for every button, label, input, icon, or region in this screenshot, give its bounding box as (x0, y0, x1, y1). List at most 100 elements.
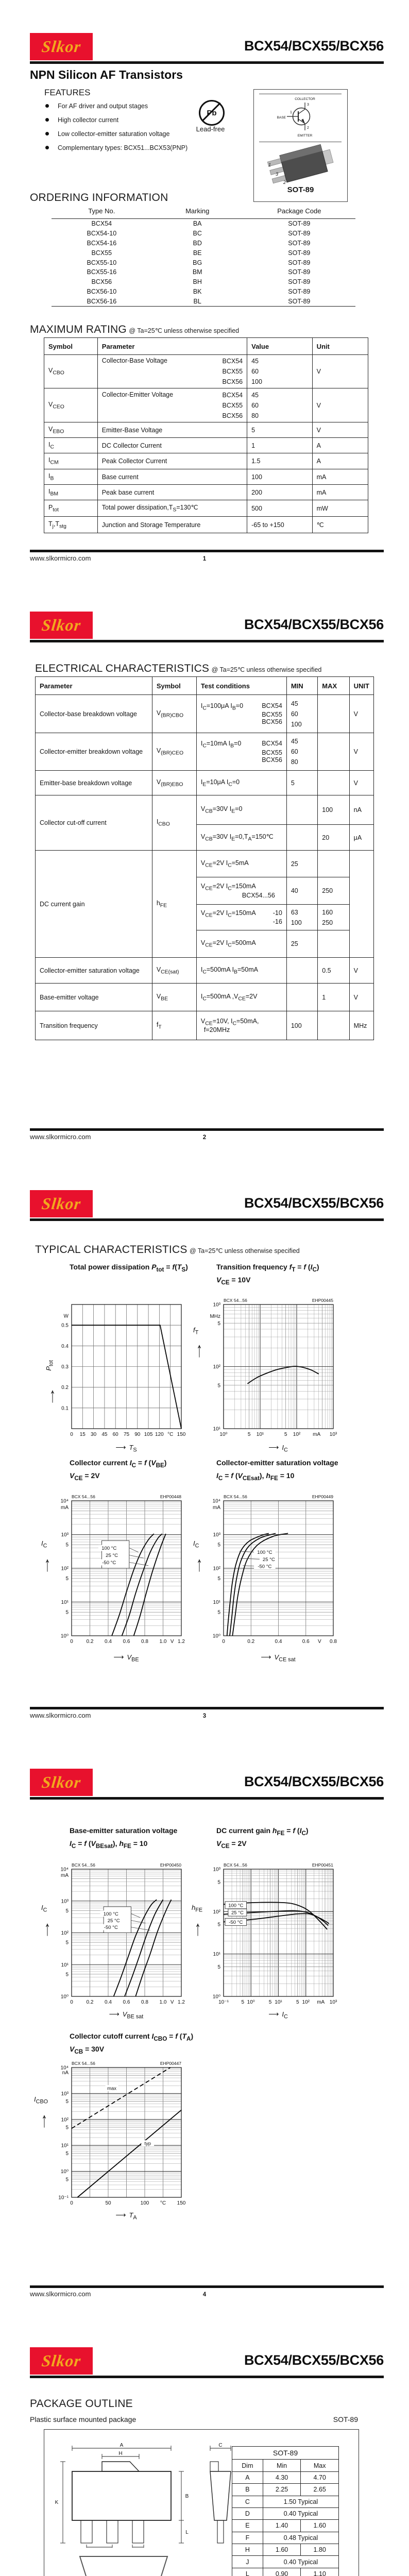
arrow-right-icon: ⟶ (268, 2010, 279, 2018)
table-row: DC current gain hFE VCE=2V IC=5mA 25 (35, 850, 374, 958)
col-header: Package Code (243, 207, 355, 219)
svg-text:10⁰: 10⁰ (247, 1999, 255, 2005)
y-axis-arrow-icon: ↑ (41, 2109, 47, 2132)
svg-text:EHP00445: EHP00445 (312, 1298, 333, 1303)
svg-text:10⁰: 10⁰ (61, 2169, 69, 2175)
svg-text:5: 5 (217, 1610, 220, 1616)
y-axis-arrow-icon: ↑ (49, 1384, 56, 1408)
x-axis-label: ⟶ VBE sat (109, 2010, 144, 2020)
lead-free-label: Lead-free (196, 125, 225, 133)
page-number: 1 (202, 556, 207, 562)
arrow-right-icon: ⟶ (268, 1443, 279, 1451)
chart-total-power-dissipation: 0 15 30 45 60 75 90 105 120 °C 150 W 0.5 0.4 0.3 0.2 0.1 (61, 1304, 186, 1437)
svg-text:EHP00449: EHP00449 (312, 1494, 333, 1499)
svg-text:45: 45 (101, 1432, 108, 1437)
chart-title-vbesat: Base-emitter saturation voltage (70, 1826, 178, 1835)
x-axis-label: ⟶ TS (115, 1443, 137, 1453)
svg-text:5: 5 (65, 2177, 69, 2182)
brand-logo: Slkor (30, 2347, 93, 2375)
svg-text:5: 5 (65, 1940, 69, 1946)
page-number: 4 (202, 2292, 207, 2298)
svg-text:10¹: 10¹ (61, 1600, 69, 1605)
svg-text:V: V (171, 1639, 174, 1645)
ordering-heading: ORDERING INFORMATION (30, 192, 168, 204)
header-rule (30, 1797, 384, 1800)
chart-title-hfe: DC current gain hFE = f (IC) (216, 1826, 309, 1837)
page-number: 3 (202, 1713, 207, 1719)
svg-text:0.5: 0.5 (61, 1323, 69, 1329)
arrow-right-icon: ⟶ (115, 2211, 126, 2219)
x-axis-label: ⟶ IC (268, 2010, 288, 2020)
table-row: Collector cut-off current ICBO VCB=30V IE… (35, 795, 374, 851)
arrow-right-icon: ⟶ (115, 1443, 126, 1451)
chart-subtitle-icbo: VCB = 30V (70, 2045, 105, 2055)
svg-text:0.6: 0.6 (123, 1999, 130, 2005)
chart-subtitle-vbesat: IC = f (VBEsat), hFE = 10 (70, 1839, 148, 1850)
svg-text:10⁴: 10⁴ (61, 1499, 69, 1504)
dim-row: J 0.40 Typical (232, 2555, 339, 2568)
svg-text:5: 5 (65, 1908, 69, 1914)
page-2: Slkor BCX54/BCX55/BCX56 ELECTRICAL CHARA… (0, 579, 409, 1157)
svg-text:5: 5 (217, 1964, 220, 1970)
svg-text:0: 0 (222, 1639, 225, 1645)
svg-text:BCX 54...56: BCX 54...56 (224, 1862, 247, 1868)
chart-subtitle-ft: VCE = 10V (216, 1276, 251, 1286)
y-axis-arrow-icon: ↑ (196, 1338, 202, 1362)
svg-text:10³: 10³ (61, 2091, 69, 2097)
svg-text:3: 3 (307, 103, 309, 107)
svg-text:150: 150 (177, 1432, 186, 1437)
svg-text:10¹: 10¹ (213, 1952, 221, 1957)
svg-text:100 °C: 100 °C (257, 1550, 272, 1555)
svg-text:10²: 10² (213, 1909, 221, 1915)
svg-text:10³: 10³ (213, 1302, 221, 1308)
table-row: BCX56-10 BK SOT-89 (87, 287, 311, 295)
svg-text:150: 150 (177, 2200, 186, 2206)
header-rule (30, 61, 384, 64)
svg-text:0.4: 0.4 (105, 1639, 112, 1645)
table-row: BCX56 BH SOT-89 (91, 278, 311, 286)
svg-text:nA: nA (62, 2070, 69, 2076)
footer-rule (30, 2285, 384, 2288)
y-axis-label: hFE (192, 1904, 203, 1913)
chart-be-saturation-voltage: BCX 54...56 EHP00450 0 0.2 0.4 0.6 0.8 1.0 V 1.2 1… (61, 1862, 185, 2005)
svg-text:-50 °C: -50 °C (104, 1925, 118, 1930)
svg-text:25 °C: 25 °C (108, 1918, 120, 1924)
svg-text:10¹: 10¹ (213, 1427, 221, 1432)
svg-text:10⁻¹: 10⁻¹ (218, 1999, 229, 2005)
svg-text:75: 75 (124, 1432, 130, 1437)
svg-text:-50 °C: -50 °C (229, 1920, 243, 1925)
svg-text:EHP00450: EHP00450 (160, 1862, 181, 1868)
dim-row: B 2.25 2.65 (232, 2483, 339, 2496)
svg-text:mA: mA (61, 1505, 69, 1511)
svg-text:5: 5 (241, 1999, 244, 2005)
table-row: Transition frequency fT VCE=10V, IC=50mA,… (35, 1011, 374, 1040)
dim-B: B (185, 2494, 189, 2499)
typical-heading: TYPICAL CHARACTERISTICS @ Ta=25℃ unless … (35, 1244, 300, 1256)
x-axis-label: ⟶ TA (115, 2211, 137, 2221)
base-label: BASE (277, 116, 286, 120)
svg-text:V: V (171, 1999, 174, 2005)
svg-text:10³: 10³ (213, 1532, 221, 1538)
svg-text:5: 5 (65, 2125, 69, 2130)
electrical-heading: ELECTRICAL CHARACTERISTICS @ Ta=25℃ unle… (35, 663, 322, 674)
package-outline-heading: PACKAGE OUTLINE (30, 2398, 133, 2410)
svg-text:10³: 10³ (330, 1432, 337, 1437)
table-row: BCX54 BA SOT-89 (91, 220, 311, 228)
svg-text:10¹: 10¹ (275, 1999, 282, 2005)
dim-row: H 1.60 1.80 (232, 2543, 339, 2556)
table-row: VCBO Collector-Base Voltage BCX54 BCX55 BCX… (44, 354, 369, 388)
svg-text:1: 1 (290, 111, 292, 114)
svg-text:EHP00447: EHP00447 (160, 2061, 181, 2066)
doc-subtitle: NPN Silicon AF Transistors (30, 68, 183, 81)
svg-text:10²: 10² (213, 1566, 221, 1572)
svg-text:100: 100 (141, 2200, 149, 2206)
svg-text:10⁰: 10⁰ (61, 1634, 69, 1639)
lead-free-icon: Pb (199, 100, 225, 126)
header-rule (30, 1218, 384, 1221)
svg-text:0.2: 0.2 (61, 1385, 69, 1391)
brand-logo: Slkor (30, 33, 93, 60)
y-axis-label: fT (193, 1326, 199, 1336)
svg-text:1.2: 1.2 (178, 1999, 185, 2005)
chart-subtitle-vcesat: IC = f (VCEsat), hFE = 10 (216, 1471, 295, 1482)
